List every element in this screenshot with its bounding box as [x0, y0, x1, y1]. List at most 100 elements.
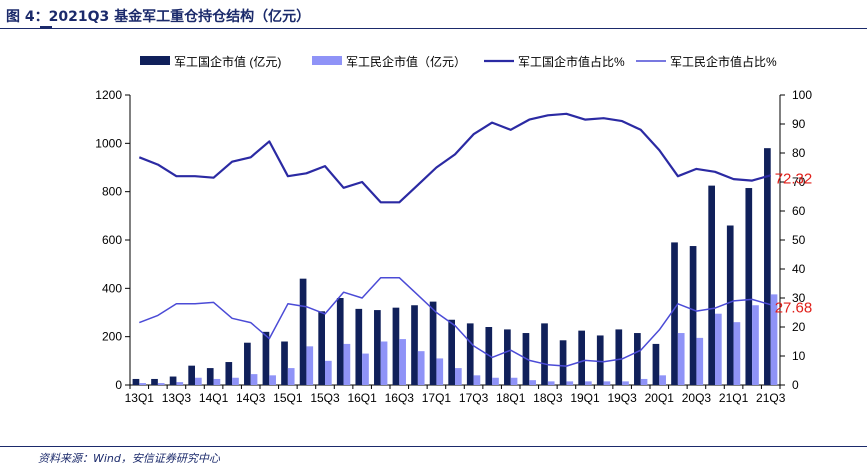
bar-private [250, 374, 258, 385]
bar-private [269, 375, 276, 385]
bar-private [417, 351, 425, 385]
right-tick-label: 60 [792, 204, 806, 218]
x-tick-label: 17Q1 [422, 391, 452, 405]
bar-private [436, 358, 444, 385]
bar-private [287, 368, 295, 385]
bar-state-owned [671, 242, 678, 385]
bar-state-owned [188, 365, 195, 385]
bar-private [139, 383, 146, 385]
title-rule-accent [40, 26, 52, 29]
bar-state-owned [596, 335, 604, 385]
line-state-owned-share [138, 112, 772, 204]
bar-state-owned [448, 319, 455, 385]
bar-state-owned [225, 362, 233, 385]
bar-state-owned [262, 331, 270, 385]
bar-private [306, 346, 314, 385]
x-tick-label: 14Q1 [199, 391, 229, 405]
left-tick-label: 800 [102, 185, 122, 199]
bar-private [176, 382, 184, 385]
bar-state-owned [206, 368, 214, 385]
bar-private [473, 375, 481, 385]
bar-private [529, 380, 536, 385]
bar-state-owned [708, 185, 715, 385]
x-tick-label: 19Q3 [607, 391, 637, 405]
bar-private [659, 375, 666, 385]
left-tick-label: 1200 [95, 88, 122, 102]
legend-private-share-label: 军工民企市值占比% [670, 54, 777, 69]
source-rule [0, 446, 867, 447]
source-note: 资料来源：Wind，安信证券研究中心 [38, 452, 220, 465]
bar-state-owned [318, 311, 325, 385]
x-tick-label: 17Q3 [459, 391, 489, 405]
bar-private [325, 360, 332, 385]
x-tick-label: 16Q1 [347, 391, 377, 405]
bar-private [677, 333, 685, 385]
right-tick-label: 50 [792, 233, 806, 247]
right-tick-label: 20 [792, 320, 806, 334]
x-tick-label: 16Q3 [385, 391, 415, 405]
bar-private [733, 322, 741, 385]
bar-private [232, 377, 239, 385]
bar-state-owned [615, 329, 623, 385]
bar-state-owned [132, 378, 140, 385]
bar-state-owned [355, 308, 363, 385]
right-tick-label: 40 [792, 262, 806, 276]
x-tick-label: 18Q1 [496, 391, 526, 405]
x-tick-label: 19Q1 [570, 391, 600, 405]
bar-state-owned [634, 333, 641, 385]
bar-private [343, 343, 351, 385]
bar-state-owned [541, 323, 548, 385]
left-tick-label: 1000 [95, 136, 122, 150]
left-tick-label: 0 [115, 378, 122, 392]
right-tick-label: 10 [792, 349, 806, 363]
legend-state-value-label: 军工国企市值 (亿元) [174, 54, 281, 69]
bar-private [566, 381, 574, 385]
bar-state-owned [466, 323, 474, 385]
bar-state-owned [336, 298, 344, 385]
x-tick-label: 21Q1 [719, 391, 749, 405]
bar-state-owned [281, 341, 288, 385]
legend-private-value-label: 军工民企市值（亿元） [346, 54, 466, 69]
left-tick-label: 400 [102, 281, 122, 295]
x-tick-label: 14Q3 [236, 391, 266, 405]
bar-state-owned [578, 330, 585, 385]
right-tick-label: 100 [792, 88, 812, 102]
data-label-private-share: 27.68 [775, 300, 813, 317]
bar-private [603, 381, 611, 385]
right-tick-label: 70 [792, 175, 806, 189]
bar-private [752, 305, 759, 385]
line-private-share [139, 276, 771, 367]
bar-private [492, 377, 499, 385]
bar-state-owned [745, 188, 753, 385]
bar-private [399, 339, 406, 385]
x-tick-label: 15Q1 [273, 391, 303, 405]
bar-state-owned [374, 310, 381, 385]
bar-state-owned [392, 307, 400, 385]
bar-state-owned [299, 278, 307, 385]
x-tick-label: 20Q1 [645, 391, 675, 405]
data-label-state-share: 72.32 [775, 170, 813, 187]
left-tick-label: 200 [102, 330, 122, 344]
bar-state-owned [652, 343, 660, 385]
bar-private [622, 381, 629, 385]
legend-state-value-swatch [140, 56, 170, 65]
x-tick-label: 13Q1 [125, 391, 155, 405]
bar-private [157, 383, 165, 385]
combo-chart: 0 200 400 600 800 1000 1200 0 10 20 30 40 50 60 70 80 90… [95, 54, 813, 405]
bar-private [195, 377, 202, 385]
bar-private [213, 378, 221, 385]
bar-state-owned [429, 301, 437, 385]
bar-state-owned [689, 246, 697, 385]
bar-private [696, 337, 704, 385]
bar-private [455, 368, 462, 385]
bar-private [585, 381, 592, 385]
title-rule [0, 28, 867, 29]
bar-state-owned [559, 340, 567, 385]
bar-private [715, 313, 722, 385]
right-tick-label: 80 [792, 146, 806, 160]
bar-private [547, 381, 555, 385]
x-tick-label: 15Q3 [310, 391, 340, 405]
bar-private [362, 353, 369, 385]
right-tick-label: 0 [792, 378, 799, 392]
bar-private [640, 378, 648, 385]
